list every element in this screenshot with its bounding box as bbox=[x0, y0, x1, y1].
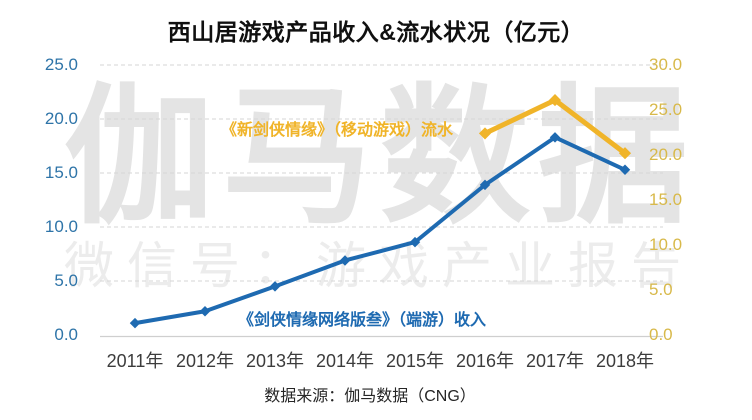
x-axis-label: 2013年 bbox=[245, 351, 305, 371]
right-axis-tick: 10.0 bbox=[649, 235, 683, 254]
chart-title: 西山居游戏产品收入&流水状况（亿元） bbox=[167, 19, 585, 45]
data-point-marker bbox=[269, 281, 281, 292]
right-axis-tick: 15.0 bbox=[649, 190, 683, 209]
series-label-mobile-game-flow: 《新剑侠情缘》（移动游戏）流水 bbox=[221, 122, 454, 139]
data-source-note: 数据来源：伽马数据（CNG） bbox=[264, 388, 476, 405]
left-axis-tick: 15.0 bbox=[44, 163, 78, 182]
data-point-marker bbox=[478, 127, 492, 140]
x-axis-label: 2014年 bbox=[315, 351, 375, 371]
x-axis-label: 2011年 bbox=[106, 351, 164, 371]
data-point-marker bbox=[339, 255, 351, 266]
right-axis-tick: 20.0 bbox=[649, 145, 683, 164]
right-axis-tick: 30.0 bbox=[649, 55, 683, 74]
series-line-0 bbox=[134, 135, 626, 326]
x-axis-label: 2015年 bbox=[385, 351, 445, 371]
data-point-marker bbox=[619, 164, 631, 175]
right-axis-tick: 0.0 bbox=[649, 325, 673, 344]
x-axis-label: 2018年 bbox=[595, 351, 655, 371]
left-axis-tick: 5.0 bbox=[54, 271, 78, 290]
right-axis-tick: 5.0 bbox=[649, 280, 673, 299]
left-axis-tick: 10.0 bbox=[44, 217, 78, 236]
left-axis-tick: 0.0 bbox=[54, 325, 78, 344]
series-line-1 bbox=[483, 97, 627, 156]
watermark-wechat: 微信号：游戏产业报告 bbox=[64, 238, 694, 294]
x-axis-label: 2012年 bbox=[175, 351, 235, 371]
right-axis-tick: 25.0 bbox=[649, 100, 683, 119]
series-label-pc-game-revenue: 《剑侠情缘网络版叁》（端游）收入 bbox=[238, 312, 487, 329]
data-point-marker bbox=[129, 317, 141, 329]
watermark-brand: 伽马数据 bbox=[64, 73, 697, 241]
x-axis-label: 2017年 bbox=[525, 351, 585, 371]
data-point-marker bbox=[549, 132, 561, 143]
data-point-marker bbox=[199, 306, 211, 317]
x-axis-label: 2016年 bbox=[455, 351, 515, 371]
left-axis-tick: 20.0 bbox=[44, 109, 78, 128]
left-axis-tick: 25.0 bbox=[44, 55, 78, 74]
